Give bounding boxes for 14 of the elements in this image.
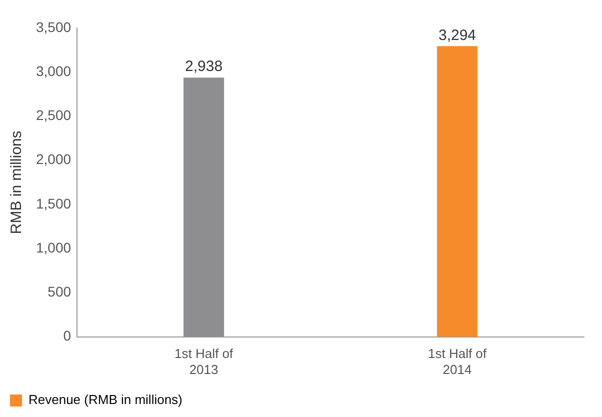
y-tick-label: 0 xyxy=(63,328,72,344)
y-tick-label: 3,000 xyxy=(36,62,72,79)
y-tick-label: 1,500 xyxy=(36,195,72,212)
y-tick-label: 1,000 xyxy=(36,239,72,256)
y-tick-label: 3,500 xyxy=(36,18,72,35)
legend-label: Revenue (RMB in millions) xyxy=(28,392,182,408)
y-tick-label: 2,500 xyxy=(36,107,72,124)
y-axis-title: RMB in millions xyxy=(8,130,26,234)
y-tick-label: 500 xyxy=(48,284,72,300)
data-label: 2,938 xyxy=(185,58,223,76)
x-tick-label: 1st Half of 2014 xyxy=(428,346,487,377)
data-label: 3,294 xyxy=(438,26,476,44)
y-tick-label: 2,000 xyxy=(36,151,72,168)
x-tick-label: 1st Half of 2013 xyxy=(174,346,234,377)
